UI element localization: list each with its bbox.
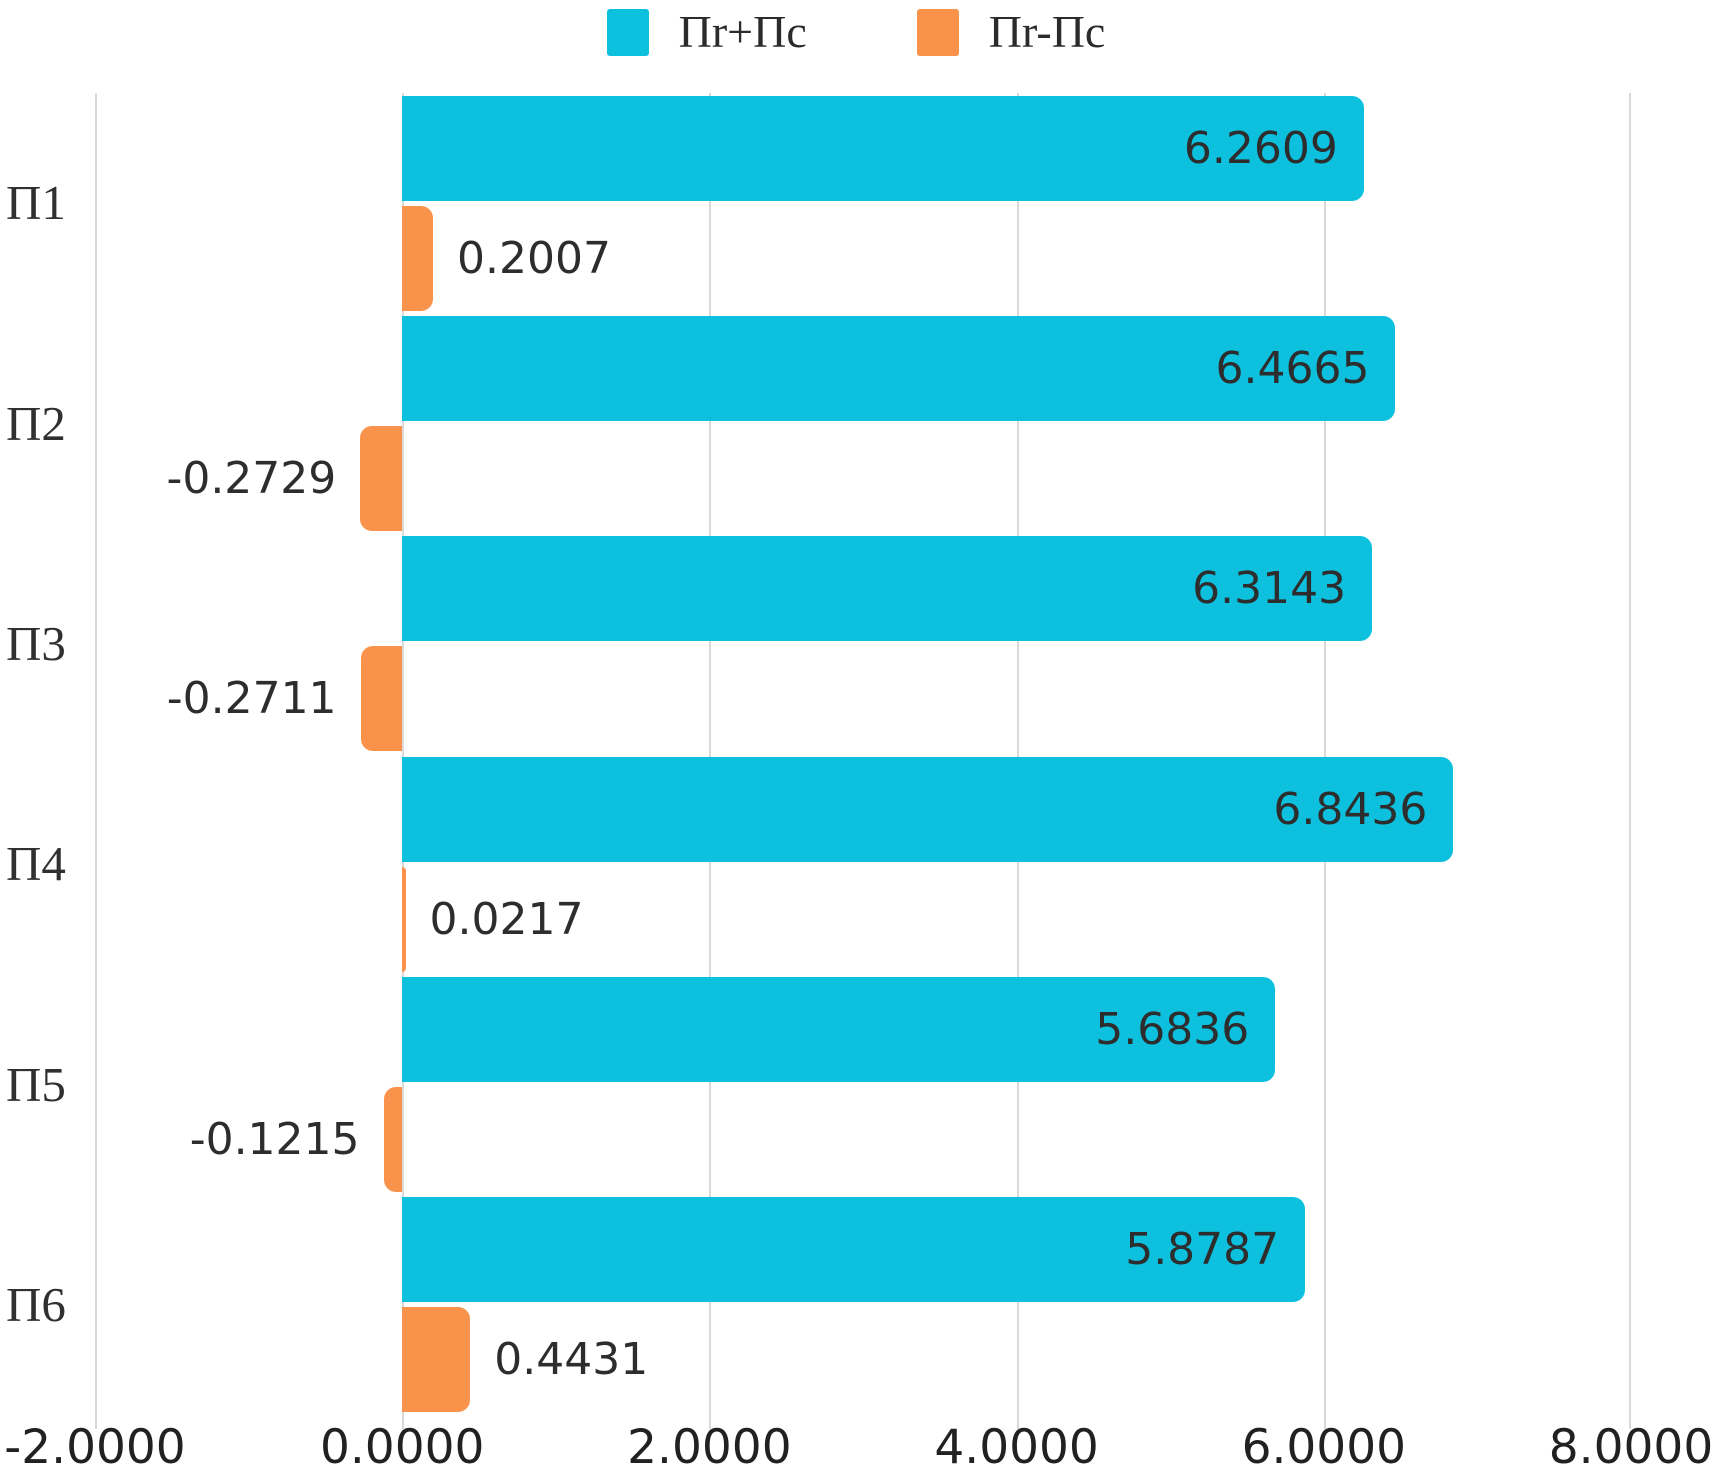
y-axis-label-П4: П4	[6, 836, 66, 892]
legend: Пr+Пс Пr-Пс	[0, 4, 1712, 60]
plot-area: 6.2609 0.2007 6.4665 -0.2729 6.3143 -0.2711 6.…	[95, 93, 1631, 1429]
x-axis-label-0.0000: 0.0000	[319, 1420, 485, 1474]
bar-П6-series1[interactable]	[402, 1197, 1306, 1303]
value-label-П1-series1: 6.2609	[1183, 122, 1338, 174]
value-label-П5-series2: -0.1215	[189, 1114, 360, 1166]
legend-item-series2[interactable]: Пr-Пс	[916, 6, 1106, 57]
value-label-П1-series2: 0.2007	[457, 232, 611, 284]
legend-label-series1: Пr+Пс	[678, 6, 807, 57]
legend-label-series2: Пr-Пс	[988, 6, 1106, 57]
value-label-П3-series2: -0.2711	[166, 673, 337, 725]
x-axis-label--2.0000: -2.0000	[4, 1420, 186, 1474]
value-label-П2-series1: 6.4665	[1215, 342, 1370, 394]
y-axis-label-П6: П6	[6, 1276, 66, 1332]
y-axis-label-П2: П2	[6, 395, 66, 451]
y-axis-label-П3: П3	[6, 615, 66, 671]
legend-swatch-orange-icon	[916, 8, 959, 56]
bar-П2-series1[interactable]	[402, 315, 1396, 421]
x-axis-label-2.0000: 2.0000	[627, 1420, 792, 1474]
grid-line-8.0000	[1629, 93, 1631, 1429]
bar-П4-series2[interactable]	[402, 866, 406, 972]
legend-item-series1[interactable]: Пr+Пс	[606, 6, 807, 57]
y-axis-label-П5: П5	[6, 1056, 66, 1112]
bar-П6-series2[interactable]	[402, 1307, 471, 1413]
bar-П4-series1[interactable]	[402, 756, 1454, 862]
value-label-П4-series1: 6.8436	[1273, 783, 1428, 835]
value-label-П6-series1: 5.8787	[1125, 1224, 1280, 1276]
y-axis-label-П1: П1	[6, 175, 66, 231]
x-axis-label-4.0000: 4.0000	[934, 1420, 1099, 1474]
x-axis-label-8.0000: 8.0000	[1548, 1420, 1712, 1474]
bar-П1-series1[interactable]	[402, 95, 1364, 201]
bar-П5-series2[interactable]	[383, 1087, 403, 1193]
bar-П5-series1[interactable]	[402, 976, 1276, 1082]
bar-П1-series2[interactable]	[402, 205, 433, 311]
value-label-П3-series1: 6.3143	[1192, 563, 1347, 615]
legend-swatch-cyan-icon	[606, 8, 649, 56]
bar-П3-series1[interactable]	[402, 536, 1373, 642]
grid-line--2.0000	[95, 93, 97, 1429]
value-label-П2-series2: -0.2729	[166, 453, 337, 505]
value-label-П5-series1: 5.6836	[1095, 1003, 1250, 1055]
bar-П3-series2[interactable]	[360, 646, 403, 752]
value-label-П6-series2: 0.4431	[494, 1334, 649, 1386]
x-axis-label-6.0000: 6.0000	[1241, 1420, 1407, 1474]
value-label-П4-series2: 0.0217	[429, 893, 584, 945]
bar-П2-series2[interactable]	[360, 426, 403, 532]
